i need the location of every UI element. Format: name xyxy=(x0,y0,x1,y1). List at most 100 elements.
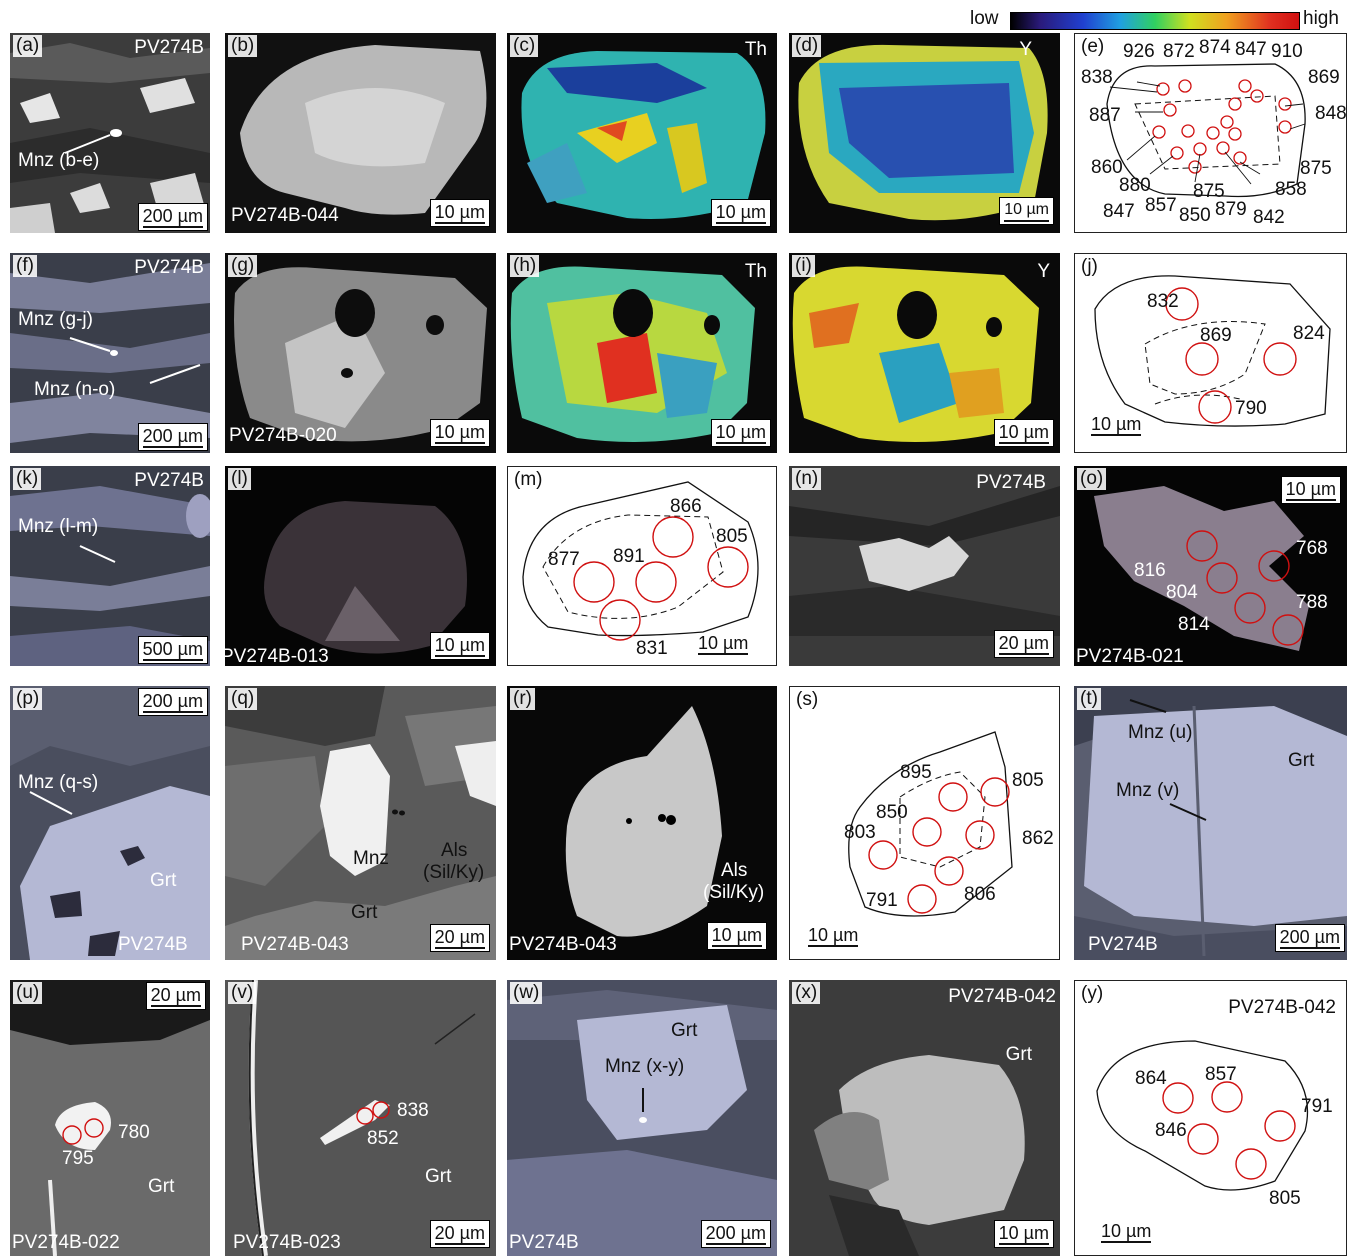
panel-v: (v) 838 852 Grt PV274B-023 20 µm xyxy=(225,980,496,1256)
panel-i: (i) Y 10 µm xyxy=(789,253,1060,453)
grain-id: PV274B-022 xyxy=(12,1232,120,1254)
age-label: 852 xyxy=(367,1128,399,1150)
age-label: 805 xyxy=(716,527,748,547)
panel-r-label: (r) xyxy=(510,688,535,710)
panel-x-label: (x) xyxy=(792,982,820,1004)
scale-bar: 10 µm xyxy=(994,1220,1054,1248)
panel-s-schematic xyxy=(790,687,1060,960)
panel-d-label: (d) xyxy=(792,35,821,57)
scale-bar: 20 µm xyxy=(430,1220,490,1248)
panel-r: (r) Als (Sil/Ky) PV274B-043 10 µm xyxy=(507,686,777,960)
scale-bar: 20 µm xyxy=(994,630,1054,658)
age-label: 847 xyxy=(1235,40,1267,60)
panel-q: (q) Mnz Als (Sil/Ky) Grt PV274B-043 20 µ… xyxy=(225,686,496,960)
monazite-label: Mnz (x-y) xyxy=(605,1056,684,1078)
grain-id: PV274B-021 xyxy=(1076,646,1184,666)
age-label: 862 xyxy=(1022,829,1054,849)
sample-name: PV274B xyxy=(1088,934,1158,956)
panel-r-image xyxy=(507,686,777,960)
scale-bar: 10 µm xyxy=(1097,1219,1155,1245)
age-label: 860 xyxy=(1091,158,1123,178)
panel-e-label: (e) xyxy=(1078,36,1107,58)
grain-id: PV274B-043 xyxy=(509,934,617,956)
grain-id: PV274B-043 xyxy=(241,934,349,956)
panel-v-image xyxy=(225,980,496,1256)
age-label: 824 xyxy=(1293,324,1325,344)
age-label: 790 xyxy=(1235,399,1267,419)
panel-h-label: (h) xyxy=(510,255,539,277)
age-label: 858 xyxy=(1275,180,1307,200)
panel-f-label: (f) xyxy=(13,255,37,277)
age-label: 795 xyxy=(62,1148,94,1170)
age-label: 864 xyxy=(1135,1069,1167,1089)
scale-bar: 200 µm xyxy=(138,688,208,716)
grain-id: PV274B-042 xyxy=(948,986,1056,1008)
panel-p-image xyxy=(10,686,210,960)
age-label: 880 xyxy=(1119,176,1151,196)
panel-e: (e) 926 872 874 847 910 838 869 887 848 … xyxy=(1074,33,1347,233)
age-label: 816 xyxy=(1134,560,1166,582)
age-label: 838 xyxy=(1081,68,1113,88)
panel-s: (s) 895 805 850 803 862 791 806 10 µm xyxy=(789,686,1060,960)
panel-b-label: (b) xyxy=(228,35,257,57)
panel-d: (d) Y 10 µm xyxy=(789,33,1060,233)
aluminosilicate-label: Als xyxy=(721,860,747,882)
sample-name: PV274B xyxy=(134,470,204,492)
age-label: 803 xyxy=(844,823,876,843)
panel-n-label: (n) xyxy=(792,468,821,490)
age-label: 850 xyxy=(876,803,908,823)
panel-i-label: (i) xyxy=(792,255,815,277)
scale-bar: 10 µm xyxy=(999,197,1054,225)
age-label: 866 xyxy=(670,497,702,517)
scale-bar: 10 µm xyxy=(430,419,490,447)
panel-y: (y) PV274B-042 864 857 791 846 805 10 µm xyxy=(1074,980,1347,1256)
panel-x: (x) PV274B-042 Grt 10 µm xyxy=(789,980,1060,1256)
garnet-label: Grt xyxy=(425,1166,451,1188)
monazite-label: Mnz (n-o) xyxy=(34,379,115,401)
scale-bar: 10 µm xyxy=(994,419,1054,447)
garnet-label: Grt xyxy=(150,870,176,892)
grain-id: PV274B-023 xyxy=(233,1232,341,1254)
age-label: 806 xyxy=(964,885,996,905)
garnet-label: Grt xyxy=(148,1176,174,1198)
colorbar-high-label: high xyxy=(1303,8,1347,30)
panel-g: (g) PV274B-020 10 µm xyxy=(225,253,496,453)
aluminosilicate-label: Als xyxy=(441,840,467,862)
panel-w-image xyxy=(507,980,777,1256)
age-label: 847 xyxy=(1103,202,1135,222)
panel-a: (a) PV274B Mnz (b-e) 200 µm xyxy=(10,33,210,233)
age-label: 875 xyxy=(1300,159,1332,179)
scale-bar: 20 µm xyxy=(146,982,206,1010)
panel-l: (l) PV274B-013 10 µm xyxy=(225,466,496,666)
age-label: 788 xyxy=(1296,592,1328,614)
panel-t: (t) Mnz (u) Mnz (v) Grt PV274B 200 µm xyxy=(1074,686,1347,960)
garnet-label: Grt xyxy=(351,902,377,924)
monazite-label: Mnz (b-e) xyxy=(18,150,99,172)
scale-bar: 10 µm xyxy=(711,199,771,227)
monazite-label: Mnz (g-j) xyxy=(18,309,93,331)
panel-p: (p) 200 µm Mnz (q-s) Grt PV274B xyxy=(10,686,210,960)
age-label: 850 xyxy=(1179,206,1211,226)
age-label: 926 xyxy=(1123,42,1155,62)
panel-j-label: (j) xyxy=(1078,256,1101,278)
panel-k-label: (k) xyxy=(13,468,41,490)
monazite-label: Mnz (u) xyxy=(1128,722,1192,744)
age-label: 869 xyxy=(1200,326,1232,346)
panel-u: (u) 20 µm 780 795 Grt PV274B-022 xyxy=(10,980,210,1256)
panel-u-label: (u) xyxy=(13,982,42,1004)
sample-name: PV274B xyxy=(134,257,204,279)
age-label: 805 xyxy=(1269,1189,1301,1209)
element-label: Y xyxy=(1019,39,1032,61)
element-label: Y xyxy=(1037,261,1050,283)
age-label: 874 xyxy=(1199,38,1231,58)
panel-o-label: (o) xyxy=(1077,468,1106,490)
scale-bar: 10 µm xyxy=(430,199,490,227)
age-label: 877 xyxy=(548,550,580,570)
age-label: 791 xyxy=(866,891,898,911)
scale-bar: 10 µm xyxy=(804,923,862,949)
age-label: 791 xyxy=(1301,1097,1333,1117)
panel-t-image xyxy=(1074,686,1347,960)
grain-id: PV274B-013 xyxy=(225,646,329,666)
panel-j: (j) 832 869 824 790 10 µm xyxy=(1074,253,1347,453)
panel-k: (k) PV274B Mnz (l-m) 500 µm xyxy=(10,466,210,666)
